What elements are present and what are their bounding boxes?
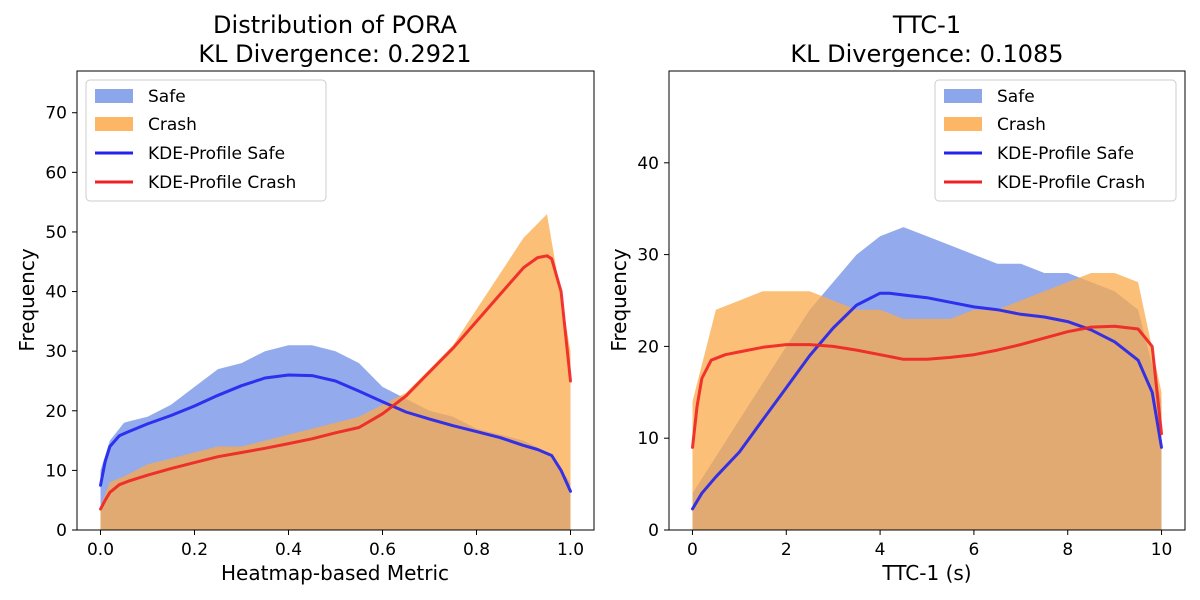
x-axis-label: Heatmap-based Metric [221,561,449,585]
x-tick-label: 0.4 [275,540,302,560]
legend-label-safe: Safe [148,87,186,107]
x-tick-label: 0.0 [87,540,114,560]
y-tick-label: 30 [45,342,67,362]
plot-frame [668,70,1186,531]
x-tick-label: 0.2 [181,540,208,560]
legend-label-crash: Crash [997,115,1046,135]
chart-panel-pora: Distribution of PORA KL Divergence: 0.29… [15,11,595,585]
x-tick-label: 0.6 [369,540,396,560]
plot-area [691,227,1163,530]
x-tick-label: 4 [875,540,886,560]
y-axis-label: Frequency [15,248,39,351]
x-axis-label: TTC-1 (s) [881,561,971,585]
histogram-crash [100,214,571,530]
legend-swatch-safe [944,89,982,103]
legend-label-kde-crash: KDE-Profile Crash [997,173,1145,193]
legend-label-kde-safe: KDE-Profile Safe [997,144,1134,164]
x-tick-label: 0.8 [463,540,490,560]
chart-panel-ttc: TTC-1 KL Divergence: 0.1085 0 2 4 6 8 10 0 10 2… [607,11,1186,585]
series-line-kde-profile-crash [99,254,572,511]
y-tick-label: 50 [45,223,67,243]
legend-label-safe: Safe [997,87,1035,107]
legend: Safe Crash KDE-Profile Safe KDE-Profile … [934,79,1177,202]
y-tick-label: 30 [637,246,659,266]
y-tick-label: 0 [648,521,659,541]
y-axis-label: Frequency [607,248,631,351]
x-axis: 0.0 0.2 0.4 0.6 0.8 1.0 [87,530,584,560]
x-tick-label: 6 [968,540,979,560]
chart-title: Distribution of PORA [213,11,457,39]
legend-swatch-crash [95,117,133,131]
y-axis: 0 10 20 30 40 [637,154,669,541]
y-axis: 0 10 20 30 40 50 60 70 [45,104,77,541]
y-tick-label: 10 [45,461,67,481]
x-tick-label: 2 [781,540,792,560]
chart-title: TTC-1 [892,11,961,39]
chart-subtitle: KL Divergence: 0.2921 [198,40,471,68]
legend-swatch-safe [95,89,133,103]
x-axis: 0 2 4 6 8 10 [687,530,1172,560]
y-tick-label: 20 [45,402,67,422]
legend-box [85,79,327,202]
x-tick-label: 10 [1151,540,1173,560]
legend: Safe Crash KDE-Profile Safe KDE-Profile … [85,79,327,202]
legend-label-kde-crash: KDE-Profile Crash [148,173,296,193]
legend-label-kde-safe: KDE-Profile Safe [148,144,285,164]
y-tick-label: 60 [45,163,67,183]
legend-swatch-crash [944,117,982,131]
y-tick-label: 0 [56,521,67,541]
x-tick-label: 1.0 [557,540,584,560]
y-tick-label: 70 [45,104,67,124]
plot-area [99,214,572,530]
chart-subtitle: KL Divergence: 0.1085 [790,40,1063,68]
x-tick-label: 8 [1062,540,1073,560]
legend-label-crash: Crash [148,115,197,135]
legend-box [934,79,1177,202]
y-tick-label: 40 [45,283,67,303]
series-line-kde-profile-safe [691,291,1163,511]
x-tick-label: 0 [687,540,698,560]
plot-frame [76,70,595,531]
y-tick-label: 10 [637,429,659,449]
series-line-kde-profile-crash [691,324,1163,449]
y-tick-label: 20 [637,337,659,357]
series-line-kde-profile-safe [99,373,572,493]
y-tick-label: 40 [637,154,659,174]
